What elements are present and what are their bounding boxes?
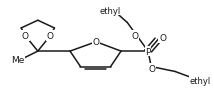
Text: O: O	[93, 38, 100, 47]
Text: P: P	[145, 47, 151, 56]
Text: ethyl: ethyl	[100, 7, 121, 16]
Text: O: O	[159, 34, 166, 43]
Text: O: O	[149, 64, 156, 73]
Text: Me: Me	[11, 56, 25, 65]
Text: O: O	[47, 32, 54, 41]
Text: O: O	[22, 32, 29, 41]
Text: O: O	[131, 31, 138, 40]
Text: ethyl: ethyl	[189, 76, 211, 85]
